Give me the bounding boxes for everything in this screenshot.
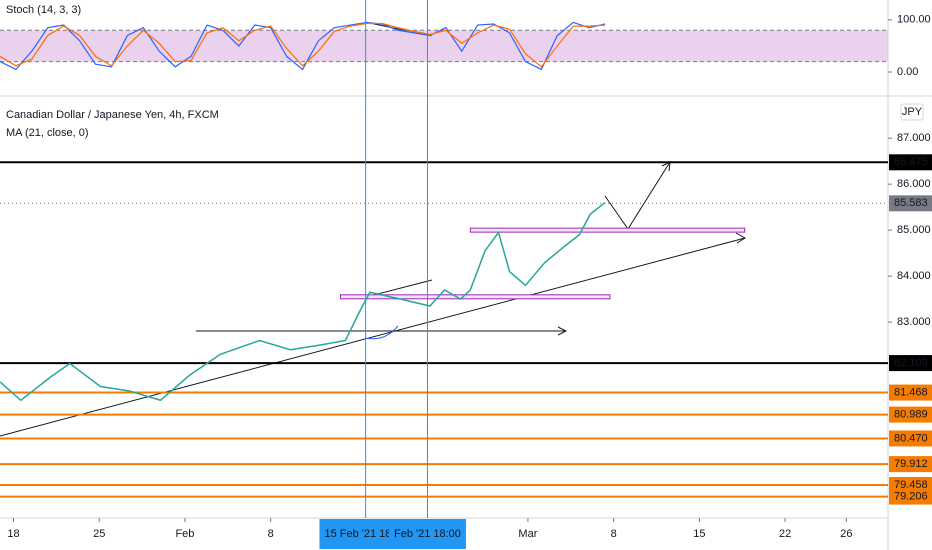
level-tag: [889, 195, 932, 212]
chart-title: Canadian Dollar / Japanese Yen, 4h, FXCM: [6, 109, 219, 121]
level-label: 86.475: [894, 156, 928, 168]
y-tick-label: 84.000: [897, 270, 931, 282]
level-label: 79.458: [894, 479, 928, 491]
x-tick-label: Feb: [175, 528, 194, 540]
x-tick-label: 8: [268, 528, 274, 540]
stoch-line: [0, 22, 606, 68]
curve: [364, 325, 399, 340]
level-label: 81.468: [894, 386, 928, 398]
stoch-band: [0, 30, 888, 62]
x-tick-label: 8: [611, 528, 617, 540]
level-label: 80.470: [894, 432, 928, 444]
stoch-line: [0, 21, 606, 71]
arrow-head: [557, 326, 568, 336]
x-tick-label: 25: [93, 528, 105, 540]
marker-label: Feb '21 18:00: [394, 528, 461, 540]
level-label: 80.989: [894, 408, 928, 420]
x-tick-label: 18: [7, 528, 19, 540]
level-tag: [889, 488, 932, 505]
marker-tag: Feb '21 18:00: [388, 519, 466, 549]
price-line: [0, 201, 606, 402]
trend-line: [0, 237, 746, 437]
y-tick-label: 100.00: [897, 14, 931, 26]
level-tag: [889, 384, 932, 401]
level-label: 79.206: [894, 490, 928, 502]
level-tag: [889, 456, 932, 473]
level-tag: [889, 355, 932, 372]
y-tick-label: 83.000: [897, 316, 931, 328]
level-tag: [889, 406, 932, 423]
level-label: 82.109: [894, 357, 928, 369]
y-tick-label: 87.000: [897, 132, 931, 144]
x-tick-label: 26: [840, 528, 852, 540]
currency-box: [900, 103, 924, 121]
indicator-title: Stoch (14, 3, 3): [6, 4, 81, 16]
x-tick-label: Mar: [518, 528, 537, 540]
level-label: 85.583: [894, 197, 928, 209]
zone: [340, 294, 611, 300]
x-tick-label: 22: [779, 528, 791, 540]
arrow-head: [735, 232, 746, 244]
level-tag: [889, 430, 932, 447]
y-tick-label: 86.000: [897, 178, 931, 190]
level-label: 79.912: [894, 458, 928, 470]
level-tag: [889, 154, 932, 171]
y-tick-label: 85.000: [897, 224, 931, 236]
currency-label: JPY: [902, 106, 923, 118]
x-tick-label: 15: [693, 528, 705, 540]
zone: [469, 227, 746, 233]
marker-box: [388, 519, 466, 549]
marker-label: 15 Feb '21 18:00: [324, 528, 406, 540]
trend-line: [369, 279, 433, 297]
indicator-title: MA (21, close, 0): [6, 127, 89, 139]
y-tick-label: 0.00: [897, 66, 918, 78]
